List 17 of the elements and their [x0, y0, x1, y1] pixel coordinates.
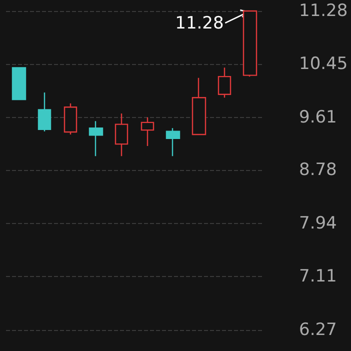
y-tick-label: 7.94	[299, 214, 337, 234]
y-tick-label: 10.45	[299, 54, 348, 74]
y-tick-label: 11.28	[299, 1, 348, 21]
y-tick-label: 9.61	[299, 107, 337, 128]
candlestick	[192, 77, 206, 136]
y-tick-label: 6.27	[299, 320, 337, 340]
candlestick	[166, 128, 180, 157]
y-tick-label: 8.78	[299, 160, 337, 180]
annotation: 11.28	[175, 14, 224, 34]
candlestick	[12, 67, 26, 100]
candlestick	[114, 112, 128, 157]
y-tick-label: 7.11	[299, 266, 337, 287]
candlestick	[88, 120, 104, 157]
candlestick	[140, 116, 154, 147]
candlestick	[218, 67, 232, 98]
candlestick	[38, 92, 52, 132]
candlestick	[64, 102, 78, 136]
